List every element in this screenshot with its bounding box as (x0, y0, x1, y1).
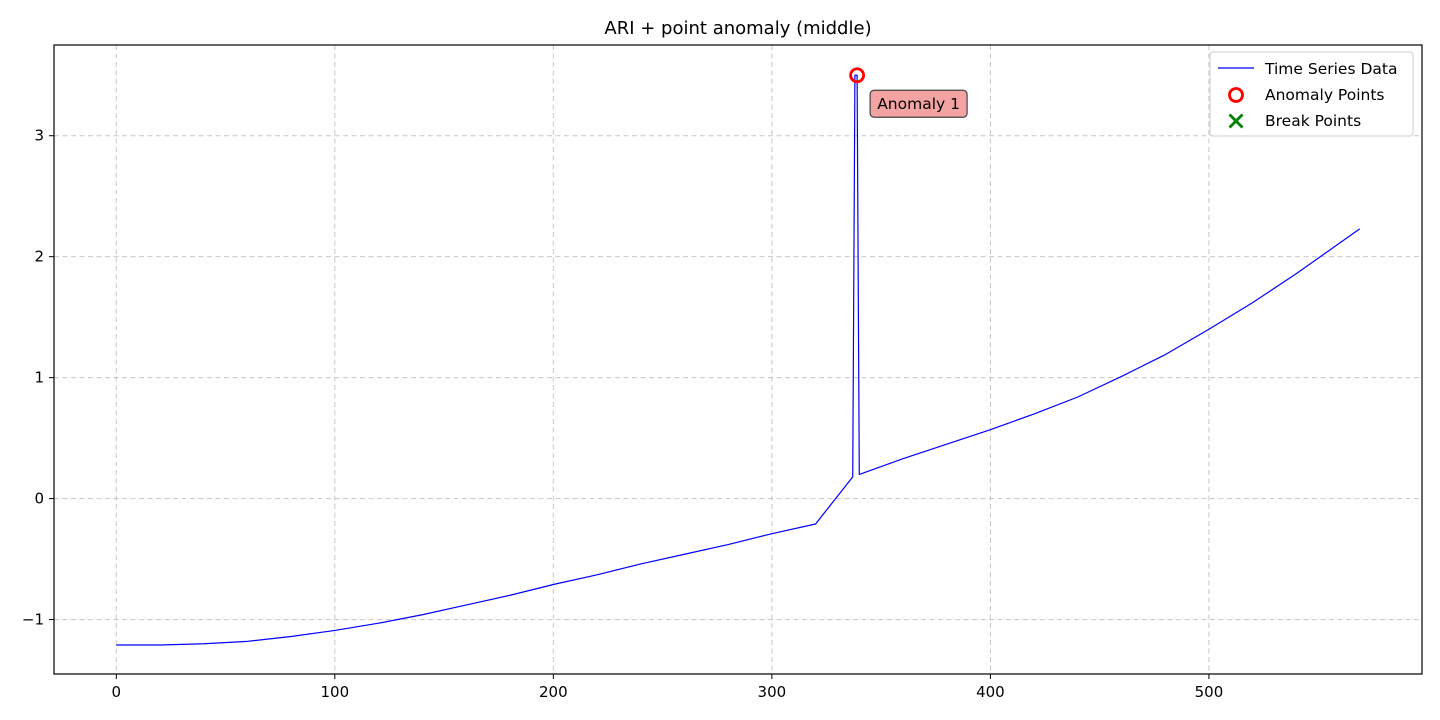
x-tick-label: 500 (1195, 683, 1224, 701)
legend-circle-swatch (1228, 87, 1244, 103)
x-tick-label: 0 (112, 683, 122, 701)
chart-title: ARI + point anomaly (middle) (604, 18, 871, 39)
y-tick-label: 2 (34, 248, 44, 266)
legend-x-swatch (1228, 113, 1244, 129)
x-tick-label: 400 (976, 683, 1005, 701)
legend: Time Series Data Anomaly Points Break Poin… (1209, 51, 1414, 137)
grid (54, 45, 1422, 674)
x-tick-label: 200 (539, 683, 568, 701)
anomaly-annotation-label: Anomaly 1 (877, 95, 960, 113)
y-tick-label: 3 (34, 127, 44, 145)
x-tick-label: 100 (320, 683, 349, 701)
plot-frame (53, 44, 1423, 675)
series-layer (116, 74, 1361, 646)
y-tick-label: 0 (34, 490, 44, 508)
legend-label: Anomaly Points (1265, 86, 1384, 104)
y-tick-label: 1 (34, 369, 44, 387)
legend-label: Break Points (1265, 112, 1361, 130)
ticks: 0 100 200 300 400 500 −1 0 1 2 3 (22, 127, 1223, 701)
anomaly-point (849, 67, 865, 84)
y-tick-label: −1 (22, 611, 44, 629)
legend-label: Time Series Data (1264, 60, 1397, 78)
anomaly-layer: Anomaly 1 (849, 67, 968, 118)
x-tick-label: 300 (758, 683, 787, 701)
series-line (116, 74, 1361, 646)
anomaly-annotation-box (869, 89, 968, 118)
legend-box (1209, 51, 1414, 137)
